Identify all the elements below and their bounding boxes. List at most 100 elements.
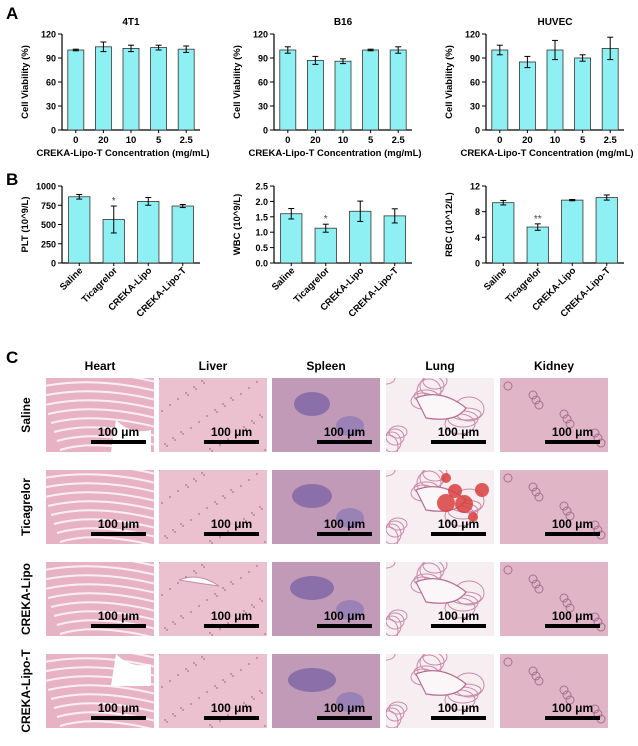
histology-tile-heart: 100 μm bbox=[46, 562, 154, 636]
white-pulp bbox=[336, 416, 364, 436]
histology-tile-spleen: 100 μm bbox=[272, 654, 380, 728]
nucleus bbox=[182, 525, 184, 527]
y-axis-label: Cell Viability (%) bbox=[232, 45, 243, 119]
scale-bar-label: 100 μm bbox=[437, 425, 480, 439]
scale-bar-line bbox=[91, 716, 146, 720]
nucleus bbox=[206, 415, 208, 417]
nucleus bbox=[245, 428, 247, 430]
muscle-fiber-gap bbox=[50, 509, 154, 520]
hemorrhage-spot bbox=[448, 484, 462, 498]
tissue-image bbox=[46, 562, 154, 636]
y-tick-label: 2.0 bbox=[255, 197, 268, 207]
significance-marker: * bbox=[324, 214, 328, 225]
nucleus bbox=[248, 387, 250, 389]
bar bbox=[279, 49, 297, 131]
bar bbox=[171, 205, 194, 264]
tissue-image bbox=[159, 654, 267, 728]
alveolus bbox=[388, 517, 408, 531]
nucleus bbox=[177, 582, 179, 584]
nucleus bbox=[251, 696, 253, 698]
liver-background bbox=[159, 378, 267, 452]
nucleus bbox=[245, 520, 247, 522]
muscle-fiber-gap bbox=[46, 482, 154, 493]
nucleus bbox=[164, 443, 166, 445]
muscle-fiber-gap bbox=[59, 536, 153, 544]
white-pulp bbox=[336, 600, 364, 620]
histology-tile-kidney: 100 μm bbox=[500, 470, 608, 544]
muscle-fiber-gap bbox=[46, 565, 154, 576]
glomerulus bbox=[559, 409, 569, 419]
nucleus bbox=[201, 564, 203, 566]
nucleus bbox=[251, 420, 253, 422]
nucleus bbox=[235, 616, 237, 618]
nucleus bbox=[161, 502, 163, 504]
y-tick-label: 0.5 bbox=[255, 243, 268, 253]
nucleus bbox=[224, 589, 226, 591]
glomerulus bbox=[531, 395, 541, 405]
y-tick-label: 0 bbox=[263, 126, 268, 136]
scale-bar-line bbox=[91, 532, 146, 536]
nucleus bbox=[222, 403, 224, 405]
glomerulus bbox=[528, 666, 538, 676]
x-tick-label: 2.5 bbox=[180, 135, 194, 146]
muscle-fiber-gap bbox=[131, 654, 154, 659]
alveolus bbox=[388, 425, 408, 439]
muscle-fiber-gap bbox=[47, 592, 154, 603]
scale-bar-label: 100 μm bbox=[97, 517, 140, 531]
y-tick-label: 8 bbox=[475, 207, 480, 217]
muscle-fiber-gap bbox=[53, 702, 154, 713]
muscle-fiber-gap bbox=[46, 390, 154, 401]
tissue-image bbox=[272, 378, 380, 452]
x-tick-label: Saline bbox=[482, 265, 510, 293]
y-tick-label: 30 bbox=[470, 102, 480, 112]
nucleus bbox=[203, 382, 205, 384]
x-tick-label: 5 bbox=[156, 135, 162, 146]
nucleus bbox=[198, 421, 200, 423]
nucleus bbox=[232, 399, 234, 401]
scale-bar: 100 μm bbox=[91, 518, 146, 536]
nucleus bbox=[159, 378, 160, 379]
y-axis-label: Cell Viability (%) bbox=[20, 45, 31, 119]
nucleus bbox=[172, 713, 174, 715]
nucleus bbox=[166, 445, 168, 447]
nucleus bbox=[177, 490, 179, 492]
nucleus bbox=[180, 523, 182, 525]
nucleus bbox=[182, 617, 184, 619]
nucleus bbox=[227, 530, 229, 532]
bar bbox=[574, 57, 592, 131]
spleen-background bbox=[272, 378, 380, 452]
nucleus bbox=[240, 485, 242, 487]
bar bbox=[595, 197, 618, 264]
muscle-fiber-gap bbox=[46, 381, 154, 392]
y-tick-label: 90 bbox=[258, 54, 268, 64]
nucleus bbox=[230, 489, 232, 491]
nucleus bbox=[161, 686, 163, 688]
white-pulp bbox=[336, 692, 364, 712]
nucleus bbox=[253, 606, 255, 608]
nucleus bbox=[180, 707, 182, 709]
scale-bar-label: 100 μm bbox=[551, 425, 594, 439]
chart-wbc: 0.0 0.5 1.0 1.5 2.0 2.5 WBC (10^9/L) Saline * Tic… bbox=[212, 176, 424, 341]
nucleus bbox=[187, 486, 189, 488]
tissue-image bbox=[272, 470, 380, 544]
y-axis-label: Cell Viability (%) bbox=[444, 45, 455, 119]
scale-bar-line bbox=[317, 532, 372, 536]
glomerulus bbox=[531, 487, 541, 497]
nucleus bbox=[235, 432, 237, 434]
y-axis-label: PLT (10^9/L) bbox=[20, 196, 31, 252]
scale-bar-label: 100 μm bbox=[97, 701, 140, 715]
y-tick-label: 1.0 bbox=[255, 228, 268, 238]
glomerulus bbox=[503, 473, 513, 483]
tissue-image bbox=[500, 470, 608, 544]
vessel bbox=[178, 576, 220, 587]
nucleus bbox=[240, 577, 242, 579]
glomerulus bbox=[590, 612, 600, 622]
scale-bar: 100 μm bbox=[431, 702, 486, 720]
panel-label-b: B bbox=[6, 170, 19, 189]
x-axis-label: CREKA-Lipo-T Concentration (mg/mL) bbox=[248, 148, 421, 159]
scale-bar-label: 100 μm bbox=[323, 517, 366, 531]
muscle-fiber-gap bbox=[59, 628, 153, 636]
x-tick-label: 10 bbox=[126, 135, 137, 146]
x-tick-label: 5 bbox=[580, 135, 586, 146]
